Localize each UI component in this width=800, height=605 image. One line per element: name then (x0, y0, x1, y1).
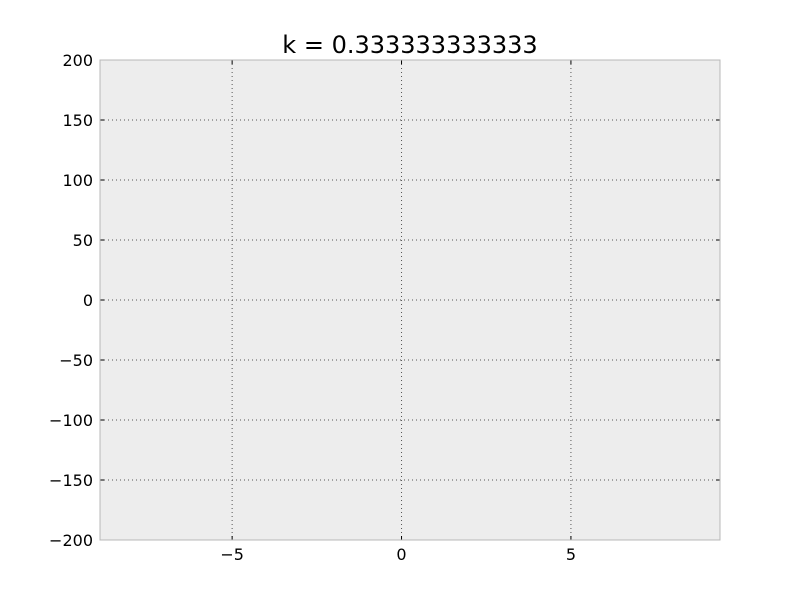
y-tick-label: −50 (59, 351, 93, 370)
x-tick-label: −5 (220, 545, 244, 564)
y-tick-label: 200 (62, 51, 93, 70)
y-tick-label: −200 (49, 531, 93, 550)
plot-frame (99, 59, 721, 541)
y-tick-label: 0 (83, 291, 93, 310)
y-tick-label: −100 (49, 411, 93, 430)
y-tick-label: 150 (62, 111, 93, 130)
chart-title: k = 0.333333333333 (282, 31, 537, 59)
x-tick-label: 5 (566, 545, 576, 564)
y-tick-label: 50 (73, 231, 93, 250)
y-tick-labels: −200 −150 −100 −50 0 50 100 150 200 (49, 51, 93, 550)
y-tick-label: −150 (49, 471, 93, 490)
y-tick-label: 100 (62, 171, 93, 190)
x-tick-label: 0 (396, 545, 406, 564)
x-tick-labels: −5 0 5 (220, 545, 576, 564)
grid-lines (100, 60, 720, 540)
